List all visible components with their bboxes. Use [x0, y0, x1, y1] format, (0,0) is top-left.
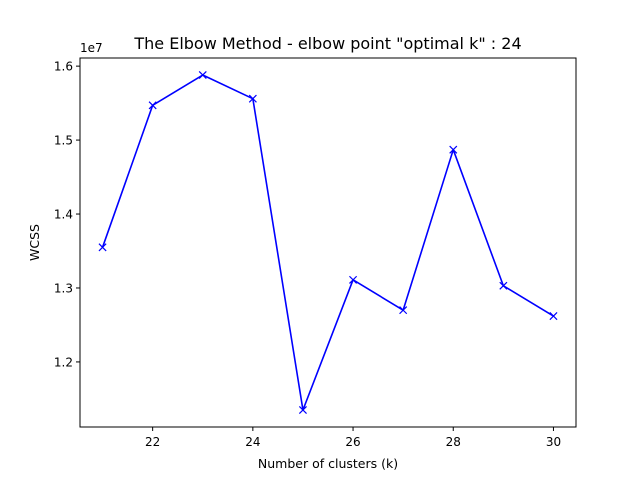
data-point-k21 — [98, 243, 107, 252]
x-tick-label-22: 22 — [145, 435, 160, 449]
x-axis-label: Number of clusters (k) — [258, 456, 398, 471]
y-tick-label-4: 1.6 — [54, 60, 73, 74]
data-point-k28 — [449, 145, 458, 154]
chart-title: The Elbow Method - elbow point "optimal … — [133, 34, 521, 53]
y-axis-label: WCSS — [27, 224, 42, 261]
data-point-k25 — [298, 405, 307, 415]
series-line-0 — [101, 74, 554, 411]
data-point-k26 — [349, 275, 358, 284]
x-tick-label-30: 30 — [546, 435, 561, 449]
data-point-k24 — [248, 94, 257, 103]
data-point-k30 — [549, 312, 558, 321]
axes-frame — [79, 57, 577, 428]
y-tick-label-1: 1.3 — [54, 281, 73, 295]
data-point-k29 — [499, 281, 508, 290]
data-point-k22 — [148, 101, 157, 110]
data-point-k23 — [198, 70, 207, 80]
plot-area: 22 24 26 28 30 1.2 1.3 1.4 1.5 1.6 — [54, 60, 561, 449]
y-offset-label: 1e7 — [80, 41, 103, 55]
data-point-k27 — [399, 306, 408, 315]
y-tick-label-0: 1.2 — [54, 355, 73, 369]
x-tick-label-26: 26 — [345, 435, 360, 449]
x-tick-label-24: 24 — [245, 435, 260, 449]
x-tick-label-28: 28 — [446, 435, 461, 449]
y-tick-label-2: 1.4 — [54, 208, 73, 222]
y-tick-label-3: 1.5 — [54, 134, 73, 148]
